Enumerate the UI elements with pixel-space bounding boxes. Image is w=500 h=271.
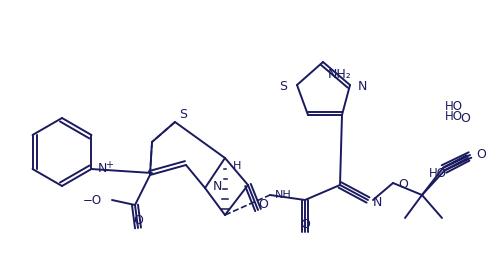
Text: O: O	[398, 179, 408, 192]
Text: NH: NH	[275, 190, 292, 200]
Text: O: O	[460, 111, 470, 124]
Text: S: S	[179, 108, 187, 121]
Text: −O: −O	[83, 193, 102, 207]
Text: O: O	[133, 214, 143, 227]
Text: H: H	[233, 161, 241, 171]
Text: N: N	[373, 195, 382, 208]
Text: +: +	[106, 160, 114, 170]
Text: N: N	[98, 163, 107, 176]
Text: HO: HO	[429, 167, 447, 180]
Text: O: O	[300, 218, 310, 231]
Text: HO: HO	[445, 100, 463, 113]
Text: N: N	[213, 179, 222, 192]
Text: N: N	[358, 80, 368, 93]
Text: HO: HO	[445, 109, 463, 122]
Text: NH₂: NH₂	[328, 67, 352, 80]
Text: O: O	[258, 198, 268, 211]
Text: S: S	[279, 80, 287, 93]
Text: O: O	[476, 149, 486, 162]
